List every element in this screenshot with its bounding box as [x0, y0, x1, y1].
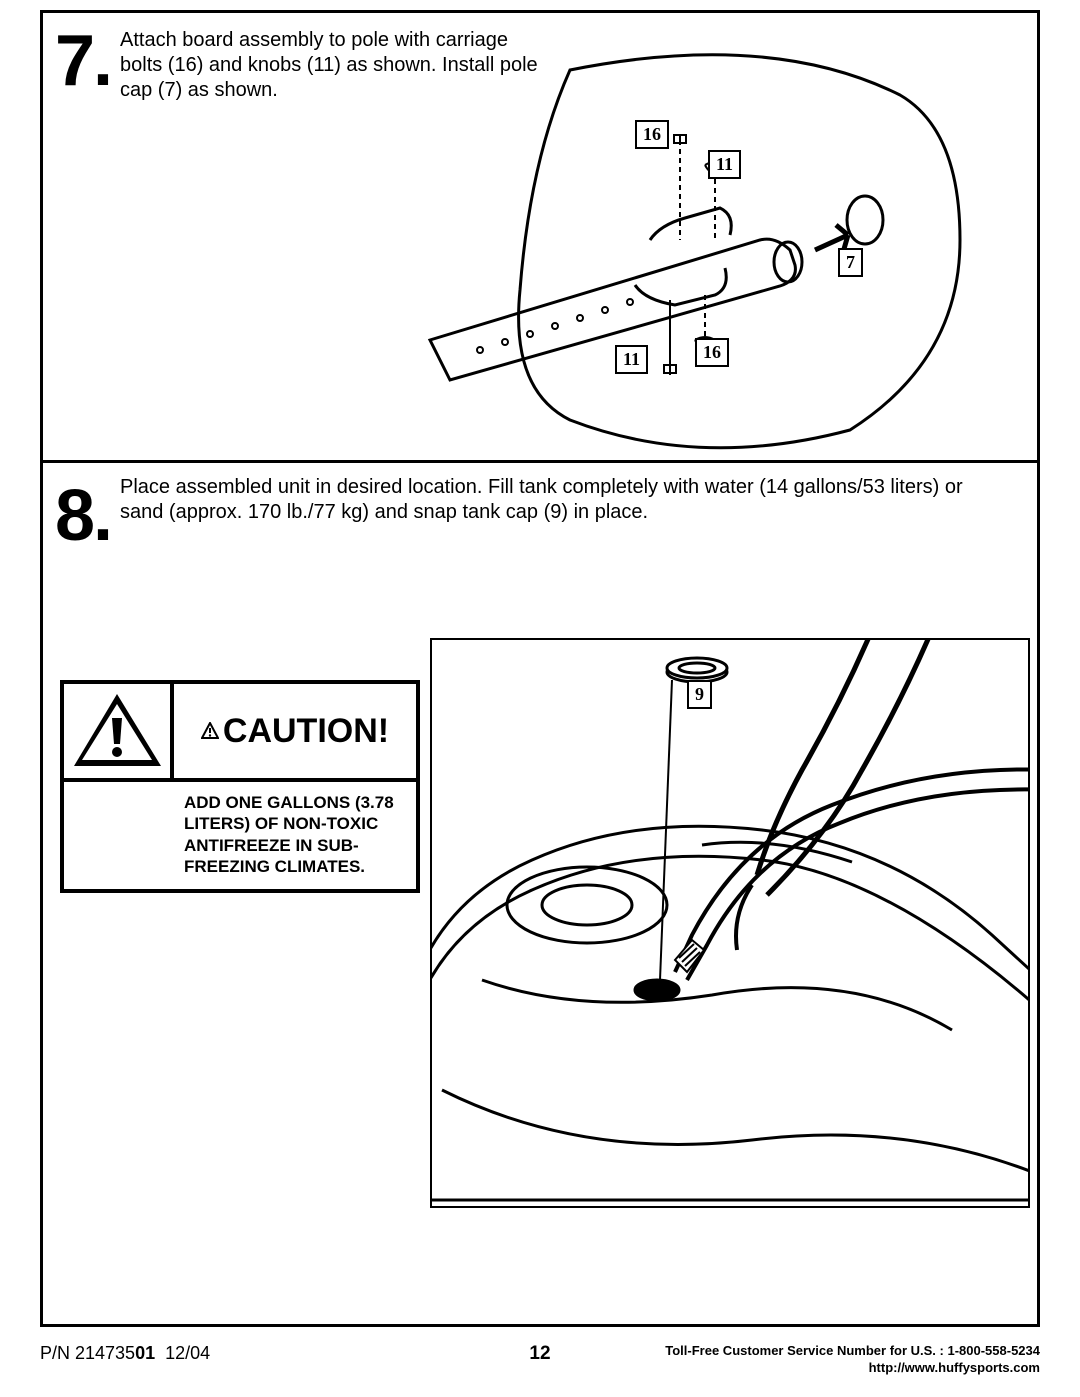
caution-title-text: CAUTION!: [223, 712, 389, 751]
diagram-step-8: 9: [430, 638, 1030, 1208]
callout-9: 9: [687, 680, 712, 709]
callout-16-bottom: 16: [695, 338, 729, 367]
pn-date: 12/04: [165, 1343, 210, 1363]
caution-body-text: ADD ONE GALLONS (3.78 LITERS) OF NON-TOX…: [64, 782, 416, 889]
callout-11-bottom: 11: [615, 345, 648, 374]
callout-7: 7: [838, 248, 863, 277]
callout-16-top: 16: [635, 120, 669, 149]
pn-suffix: 01: [135, 1343, 155, 1363]
step-number-8: 8.: [55, 475, 111, 557]
caution-header: CAUTION!: [64, 684, 416, 782]
callout-11-top: 11: [708, 150, 741, 179]
service-number: Toll-Free Customer Service Number for U.…: [665, 1343, 1040, 1360]
website-url: http://www.huffysports.com: [665, 1360, 1040, 1377]
warning-triangle-icon: [64, 684, 174, 778]
step-8-text: Place assembled unit in desired location…: [120, 475, 1000, 525]
step-number-7: 7.: [55, 20, 111, 102]
pn-prefix: P/N 214735: [40, 1343, 135, 1363]
caution-box: CAUTION! ADD ONE GALLONS (3.78 LITERS) O…: [60, 680, 420, 893]
caution-title: CAUTION!: [174, 684, 416, 778]
page-number: 12: [529, 1343, 550, 1365]
section-divider: [40, 460, 1040, 463]
page-footer: P/N 21473501 12/04 12 Toll-Free Customer…: [40, 1343, 1040, 1377]
part-number: P/N 21473501 12/04: [40, 1343, 210, 1364]
footer-contact: Toll-Free Customer Service Number for U.…: [665, 1343, 1040, 1377]
diagram-step-7: 16 11 7 11 16: [420, 40, 980, 450]
